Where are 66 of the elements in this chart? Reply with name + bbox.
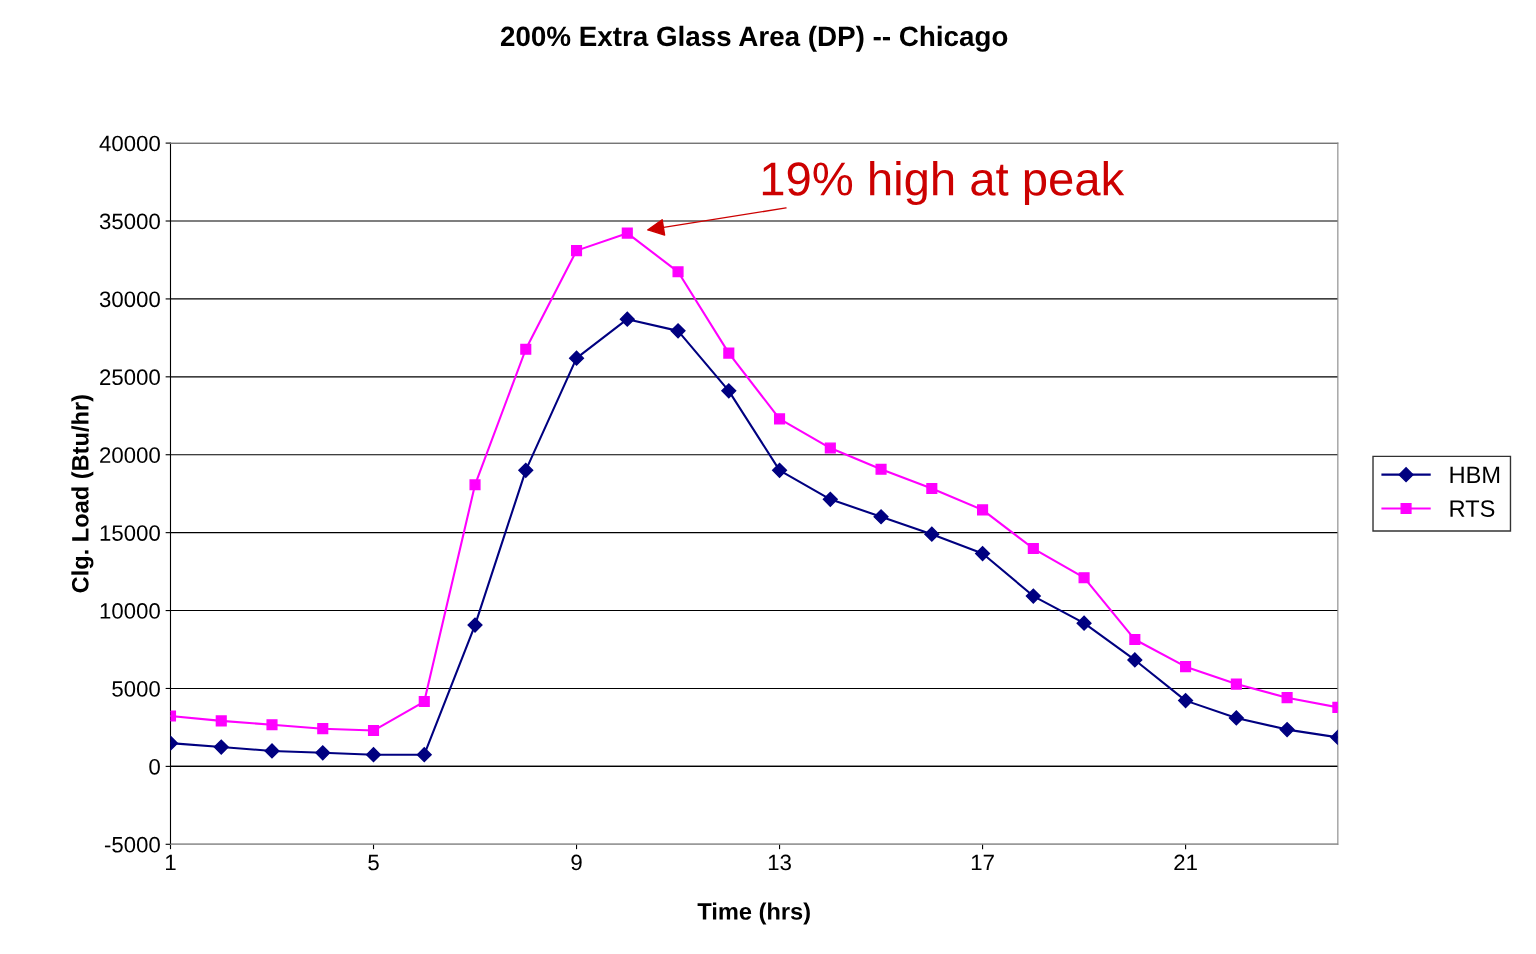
y-tick-label: 35000: [99, 213, 160, 230]
point: [520, 343, 532, 355]
point: [570, 245, 583, 257]
point: [469, 479, 481, 491]
point: [365, 747, 382, 763]
point: [721, 383, 737, 399]
x-axis-title: Time (hrs): [697, 902, 810, 925]
point: [975, 545, 991, 562]
point: [1279, 722, 1295, 738]
point: [1127, 652, 1143, 668]
point: [1178, 693, 1194, 709]
point: [367, 724, 380, 737]
y-axis-title: Clg. Load (Btu/hr): [71, 395, 94, 593]
point: [670, 323, 686, 339]
point: [824, 442, 836, 454]
x-tick-label: 13: [768, 854, 791, 871]
y-tick-label: 10000: [100, 603, 160, 619]
point: [416, 747, 432, 763]
x-tick-label: 5: [368, 854, 379, 871]
chart-title: 200% Extra Glass Area (DP) -- Chicago: [500, 25, 1008, 52]
point: [723, 347, 735, 359]
point: [1228, 710, 1244, 726]
x-tick-label: 21: [1174, 854, 1197, 871]
annotation: 19% high at peak: [762, 161, 1125, 206]
point: [266, 719, 278, 731]
legend-label: RTS: [1450, 500, 1495, 517]
point: [773, 413, 786, 425]
point: [822, 491, 838, 507]
point: [621, 227, 633, 239]
y-tick-label: 30000: [99, 291, 160, 308]
point: [873, 509, 889, 525]
point: [926, 482, 938, 495]
point: [1078, 572, 1090, 584]
x-tick-label: 9: [571, 854, 582, 871]
point: [619, 311, 635, 327]
point: [317, 723, 329, 735]
point: [1129, 633, 1141, 646]
point: [1230, 678, 1242, 690]
point: [924, 526, 940, 542]
point: [1180, 661, 1192, 673]
x-tick-label: 1: [166, 854, 176, 871]
point: [875, 463, 887, 475]
point: [418, 696, 430, 708]
point: [771, 462, 788, 478]
point: [467, 617, 483, 633]
y-tick-label: 40000: [99, 135, 160, 152]
y-tick-label: 0: [149, 758, 160, 775]
point: [1281, 692, 1293, 704]
point: [568, 350, 585, 366]
point: [264, 743, 280, 759]
point: [1027, 542, 1039, 555]
y-tick-label: 5000: [112, 681, 160, 697]
y-tick-label: -5000: [104, 836, 160, 853]
x-tick-label: 17: [971, 854, 994, 871]
point: [315, 745, 331, 761]
point: [215, 715, 227, 727]
point: [518, 462, 534, 478]
point: [977, 504, 989, 516]
point: [1076, 615, 1092, 631]
point: [1025, 588, 1041, 604]
point: [213, 739, 229, 755]
y-tick-label: 20000: [100, 447, 160, 464]
y-tick-label: 25000: [100, 369, 160, 386]
y-tick-label: 15000: [100, 525, 160, 541]
point: [672, 266, 684, 278]
legend-label: HBM: [1450, 466, 1500, 483]
